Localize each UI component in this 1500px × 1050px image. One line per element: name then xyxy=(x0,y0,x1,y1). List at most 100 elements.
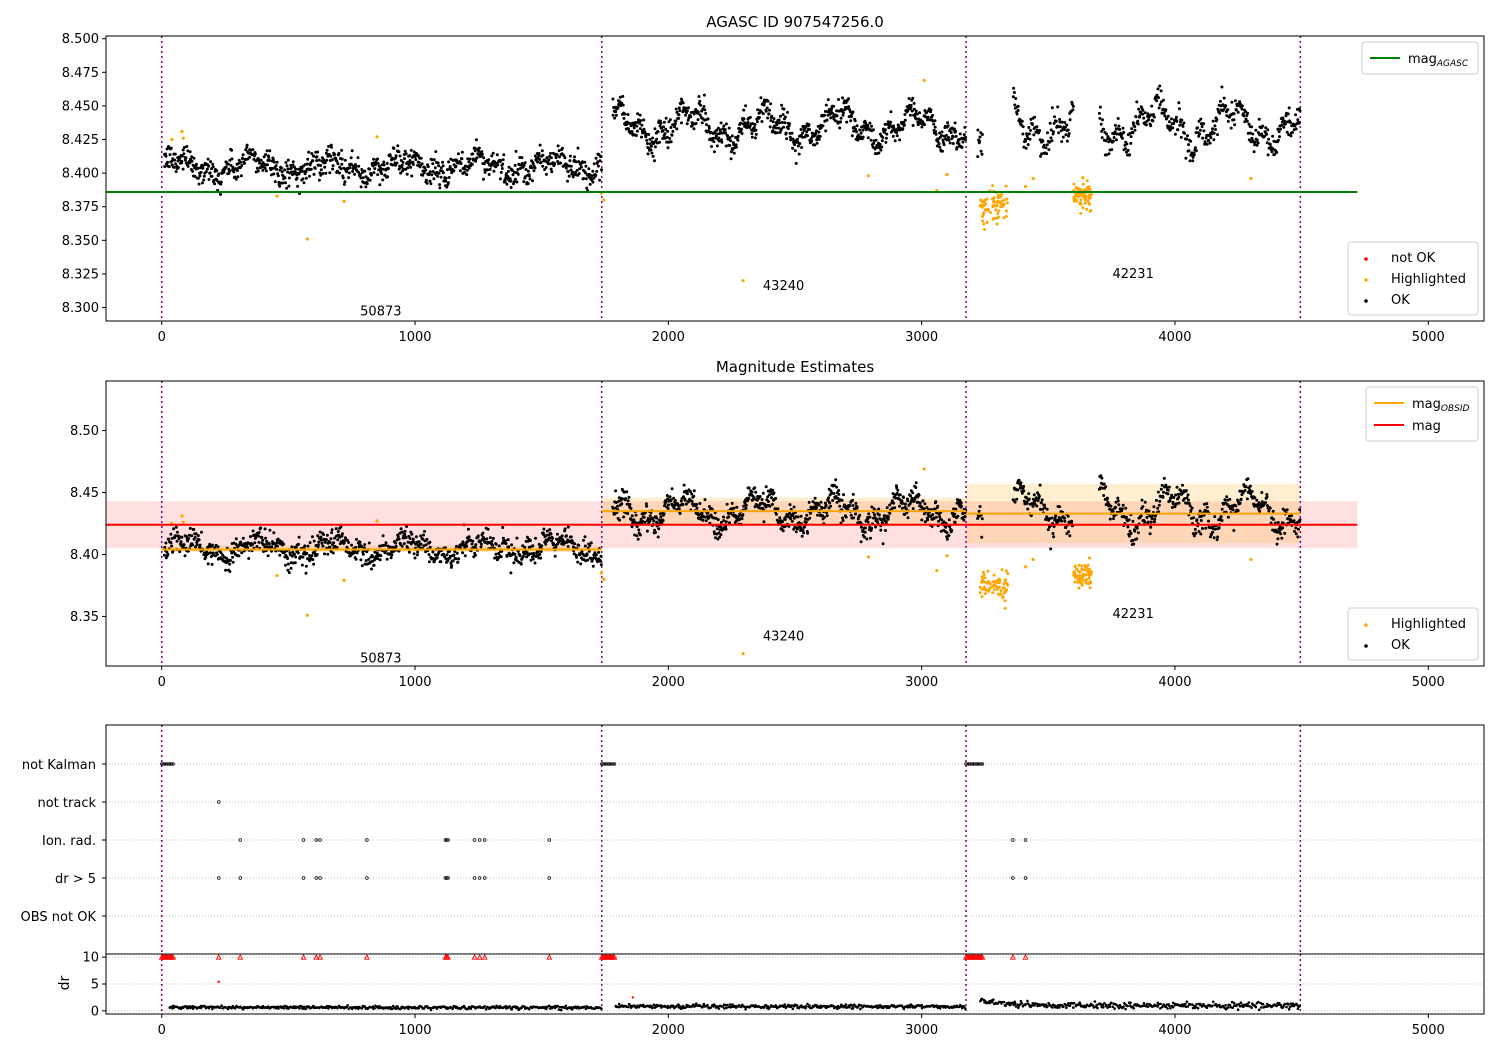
ok-point xyxy=(438,186,442,190)
highlighted-point xyxy=(1001,204,1005,208)
highlighted-point xyxy=(1084,573,1088,577)
ok-point xyxy=(1021,132,1025,136)
ok-point xyxy=(724,527,728,531)
ok-point xyxy=(652,519,656,523)
ok-point xyxy=(527,545,531,549)
ok-point xyxy=(1145,508,1148,512)
ok-point xyxy=(1144,123,1148,127)
ok-point xyxy=(786,127,790,131)
ok-point xyxy=(953,521,957,524)
ok-point xyxy=(874,525,878,529)
ok-point xyxy=(1280,123,1283,127)
ok-point xyxy=(244,148,248,152)
ok-point xyxy=(874,138,878,142)
ok-point xyxy=(325,533,329,537)
ok-point xyxy=(654,516,658,520)
ok-point xyxy=(188,150,192,154)
ok-point xyxy=(588,544,592,547)
y-tick-label: 8.325 xyxy=(62,267,99,282)
ok-point xyxy=(715,144,719,148)
ok-point xyxy=(742,504,746,508)
ok-point xyxy=(755,120,759,124)
ok-point xyxy=(1286,517,1289,521)
highlighted-point xyxy=(995,204,999,208)
ok-point xyxy=(312,539,316,543)
highlighted-point xyxy=(1000,193,1004,196)
ok-point xyxy=(704,111,708,115)
ok-point xyxy=(200,530,203,534)
ok-point xyxy=(875,517,878,521)
ok-point xyxy=(591,169,595,173)
ok-point xyxy=(1027,132,1031,136)
ok-point xyxy=(799,514,803,518)
ok-point xyxy=(547,536,551,540)
ok-point xyxy=(1187,143,1190,147)
highlighted-point xyxy=(996,586,1000,590)
ok-point xyxy=(328,171,332,175)
ok-point xyxy=(827,496,831,500)
ok-point xyxy=(647,133,651,136)
ok-point xyxy=(399,527,403,531)
ok-point xyxy=(1014,97,1018,100)
ok-point xyxy=(396,144,400,148)
ok-point xyxy=(645,504,649,508)
ok-point xyxy=(759,110,763,114)
ok-point xyxy=(1024,146,1028,150)
ok-point xyxy=(379,554,383,558)
highlighted-point xyxy=(180,129,184,134)
ok-point xyxy=(353,172,357,176)
ok-point xyxy=(566,170,570,174)
ok-point xyxy=(1218,111,1222,115)
ok-point xyxy=(1213,124,1217,128)
ok-point xyxy=(1037,494,1041,498)
ok-point xyxy=(859,525,863,529)
ok-point xyxy=(663,132,667,136)
flag-marker xyxy=(318,838,322,842)
ok-point xyxy=(583,160,587,164)
ok-point xyxy=(626,512,630,515)
ok-point xyxy=(264,536,268,540)
highlighted-point xyxy=(1075,567,1079,571)
ok-point xyxy=(330,145,333,149)
ok-point xyxy=(1133,125,1137,129)
ok-point xyxy=(1182,121,1186,125)
ok-point xyxy=(622,490,626,494)
ok-point xyxy=(845,120,849,124)
ok-point xyxy=(594,156,598,160)
highlighted-point xyxy=(1082,195,1085,199)
ok-point xyxy=(1278,525,1282,528)
ok-point xyxy=(754,128,758,132)
ok-point xyxy=(657,527,661,531)
ok-point xyxy=(1197,119,1201,123)
ok-point xyxy=(960,504,963,508)
ok-point xyxy=(383,551,387,555)
ok-point xyxy=(678,512,682,515)
highlighted-point xyxy=(1078,574,1082,577)
ok-point xyxy=(512,561,516,565)
ok-point xyxy=(665,135,669,139)
ok-point xyxy=(1252,150,1256,154)
ok-point xyxy=(677,106,681,110)
ok-point xyxy=(1276,138,1280,142)
ok-point xyxy=(852,516,856,520)
ok-point xyxy=(1015,497,1019,501)
ok-point xyxy=(837,98,840,101)
ok-point xyxy=(1204,136,1208,140)
ok-point xyxy=(550,539,553,543)
ok-point xyxy=(1240,107,1244,111)
ok-point xyxy=(567,164,571,168)
ok-point xyxy=(662,125,666,129)
ok-point xyxy=(1057,131,1061,135)
ok-point xyxy=(551,536,554,540)
ok-point xyxy=(833,119,837,123)
ok-point xyxy=(427,560,431,564)
ok-point xyxy=(406,540,410,544)
ok-point xyxy=(685,109,689,113)
ok-point xyxy=(436,161,440,165)
ok-point xyxy=(613,116,617,120)
ok-point xyxy=(939,529,943,533)
ok-point xyxy=(1270,150,1274,154)
ok-point xyxy=(762,103,766,107)
ok-point xyxy=(487,173,491,176)
